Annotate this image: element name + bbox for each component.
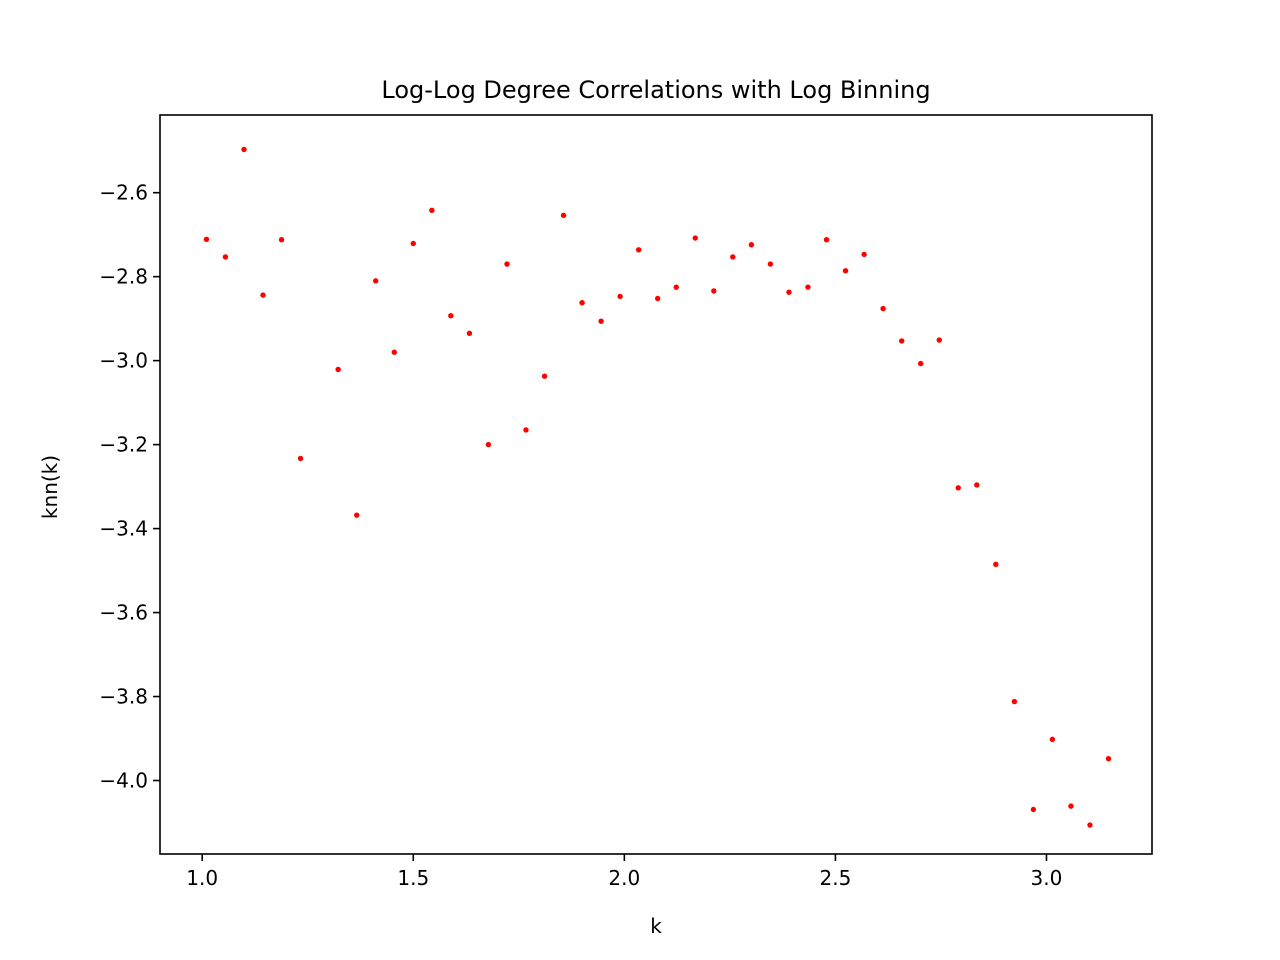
chart-title: Log-Log Degree Correlations with Log Bin…	[381, 76, 930, 104]
x-tick-label: 1.5	[397, 866, 429, 890]
data-point	[1087, 822, 1093, 828]
data-points	[203, 146, 1112, 828]
x-axis-label: k	[650, 914, 662, 938]
y-tick-label: −4.0	[99, 769, 148, 793]
y-tick-label: −2.8	[99, 265, 148, 289]
x-tick-label: 3.0	[1031, 866, 1063, 890]
data-point	[203, 236, 210, 242]
x-tick-label: 2.0	[608, 866, 640, 890]
data-point	[598, 318, 604, 324]
data-point	[711, 288, 717, 294]
data-point	[410, 240, 416, 247]
data-point	[842, 268, 849, 274]
x-axis: 1.0 1.5 2.0 2.5 3.0	[186, 854, 1062, 890]
data-point	[241, 146, 247, 153]
x-tick-label: 2.5	[819, 866, 851, 890]
data-point	[222, 254, 229, 260]
data-point	[880, 305, 886, 312]
data-point	[391, 349, 397, 355]
data-point	[748, 242, 755, 248]
data-point	[373, 278, 379, 284]
data-point	[1105, 755, 1112, 762]
data-point	[823, 237, 830, 243]
data-point	[1030, 806, 1037, 813]
y-tick-label: −3.8	[99, 685, 148, 709]
data-point	[617, 293, 623, 300]
data-point	[861, 251, 867, 258]
data-point	[448, 313, 454, 319]
data-point	[805, 284, 811, 290]
data-point	[786, 289, 792, 295]
y-axis-label: knn(k)	[38, 455, 62, 519]
data-point	[654, 295, 661, 302]
data-point	[354, 512, 360, 518]
plot-frame	[159, 114, 1153, 855]
data-point	[692, 235, 698, 241]
data-point	[335, 366, 341, 373]
data-point	[260, 292, 266, 298]
y-tick-label: −3.0	[99, 349, 148, 373]
data-point	[523, 427, 529, 433]
data-point	[955, 485, 961, 491]
data-point	[504, 261, 510, 267]
data-point	[485, 441, 492, 448]
y-tick-label: −3.2	[99, 433, 148, 457]
data-point	[297, 455, 304, 462]
data-point	[429, 207, 435, 214]
data-point	[579, 299, 585, 306]
data-point	[917, 360, 924, 367]
data-point	[466, 330, 473, 337]
data-point	[1049, 736, 1056, 743]
y-tick-label: −3.6	[99, 601, 148, 625]
data-point	[541, 373, 548, 379]
data-point	[635, 247, 642, 253]
data-point	[730, 254, 736, 260]
data-point	[278, 237, 285, 243]
data-point	[1068, 803, 1074, 809]
data-point	[767, 261, 774, 267]
data-point	[898, 338, 905, 344]
data-point	[560, 212, 567, 219]
data-point	[974, 482, 980, 488]
y-tick-label: −3.4	[99, 517, 148, 541]
data-point	[993, 561, 999, 567]
data-point	[673, 284, 679, 290]
data-point	[1011, 698, 1018, 705]
y-axis: −2.6 −2.8 −3.0 −3.2 −3.4 −3.6 −3.8 −4.0	[99, 181, 160, 793]
x-tick-label: 1.0	[186, 866, 218, 890]
y-tick-label: −2.6	[99, 181, 148, 205]
data-point	[936, 337, 942, 343]
